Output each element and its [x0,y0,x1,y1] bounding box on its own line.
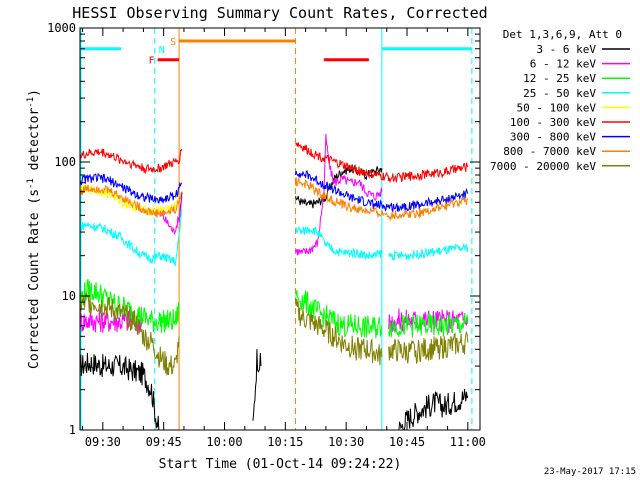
flag-label-2: F [149,56,155,67]
series-line-2-seg-1 [295,290,383,339]
legend-label-0: 3 - 6 keV [536,43,596,56]
series-lines [79,133,469,431]
series-line-0-seg-2 [252,349,262,421]
series-line-1-seg-2 [295,133,383,256]
y-axis-label: Corrected Count Rate (s-1 detector-1) [26,89,42,369]
footer-timestamp: 23-May-2017 17:15 [544,467,636,477]
x-axis-ticks: 09:30 09:45 10:00 10:15 10:30 10:45 11:00 [82,28,486,449]
series-line-3-seg-2 [388,243,469,261]
y-axis-label-mid: detector [27,108,42,179]
x-tick-label-5: 10:45 [389,435,425,449]
legend-label-8: 7000 - 20000 keV [490,160,596,173]
x-axis-label: Start Time (01-Oct-14 09:24:22) [159,457,402,472]
series-line-2-seg-2 [388,313,469,338]
x-tick-label-0: 09:30 [85,435,121,449]
flag-bars: NF S [80,37,472,67]
y-axis-label-main: Corrected Count Rate (s [27,189,42,369]
chart-title: HESSI Observing Summary Count Rates, Cor… [72,4,487,22]
y-tick-label-1: 10 [62,289,76,303]
series-line-0-seg-0 [79,352,160,431]
legend-label-6: 300 - 800 keV [510,131,596,144]
x-tick-label-1: 09:45 [146,435,182,449]
series-line-1-seg-1 [159,196,183,236]
flag-label-1: N [159,45,165,56]
series-line-5-seg-1 [295,142,469,184]
series-line-8-seg-1 [295,298,383,366]
series-line-7-seg-0 [79,184,183,218]
y-tick-label-0: 1 [69,423,76,437]
series-line-0-seg-4 [398,388,469,431]
legend-label-3: 25 - 50 keV [523,87,596,100]
y-axis-label-sup1: -1 [26,178,36,189]
series-line-7-seg-1 [295,177,469,222]
legend-label-1: 6 - 12 keV [530,58,597,71]
series-line-6-seg-0 [79,172,183,204]
series-line-8-seg-2 [388,330,469,365]
y-tick-label-2: 100 [54,155,76,169]
legend-title: Det 1,3,6,9, Att 0 [503,28,622,41]
y-axis-label-end: ) [27,89,42,97]
x-tick-label-3: 10:15 [267,435,303,449]
series-line-2-seg-0 [79,278,180,333]
x-tick-label-2: 10:00 [206,435,242,449]
legend-label-7: 800 - 7000 keV [503,145,596,158]
legend-label-4: 50 - 100 keV [517,101,597,114]
series-line-6-seg-1 [295,170,469,213]
legend-label-5: 100 - 300 keV [510,116,596,129]
series-line-8-seg-0 [79,291,180,376]
x-tick-label-4: 10:30 [328,435,364,449]
series-line-3-seg-1 [295,225,383,260]
flag-label-3: S [170,37,176,48]
x-tick-label-6: 11:00 [450,435,486,449]
series-line-3-seg-0 [79,208,183,268]
y-axis-ticks: 1 10 100 1000 [47,21,480,437]
y-axis-label-sup2: -1 [26,97,36,108]
series-line-5-seg-0 [79,148,183,175]
y-tick-label-3: 1000 [47,21,76,35]
plot-frame [79,27,481,431]
legend-label-2: 12 - 25 keV [523,72,596,85]
